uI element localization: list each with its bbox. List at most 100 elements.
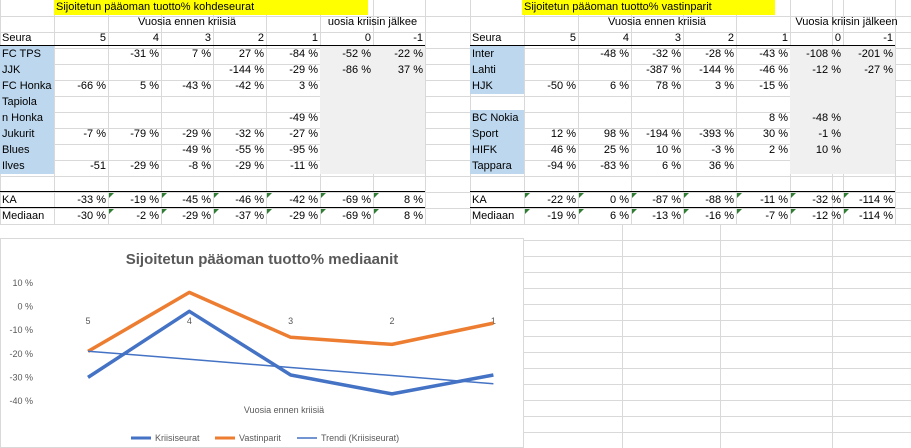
right-value-cell[interactable]: -201 % — [858, 48, 893, 60]
left-value-cell[interactable]: -32 % — [235, 128, 264, 140]
left-value-cell[interactable]: -29 % — [235, 160, 264, 172]
left-header-year[interactable]: -1 — [413, 32, 423, 44]
right-value-cell[interactable]: -108 % — [806, 48, 841, 60]
left-header-year[interactable]: 0 — [364, 32, 371, 44]
left-value-cell[interactable] — [54, 110, 108, 126]
right-ka-label[interactable]: KA — [472, 194, 487, 206]
left-median-value[interactable]: -29 % — [182, 210, 211, 222]
right-value-cell[interactable] — [524, 62, 578, 78]
right-value-cell[interactable]: -1 % — [818, 128, 841, 140]
right-value-cell[interactable] — [843, 158, 895, 174]
right-value-cell[interactable]: -12 % — [812, 64, 841, 76]
right-value-cell[interactable] — [631, 110, 683, 126]
right-value-cell[interactable]: 6 % — [662, 160, 681, 172]
left-value-cell[interactable] — [373, 142, 425, 158]
right-value-cell[interactable]: -32 % — [652, 48, 681, 60]
right-value-cell[interactable] — [683, 94, 736, 110]
left-value-cell[interactable] — [373, 110, 425, 126]
left-ka-value[interactable]: -33 % — [77, 194, 106, 206]
right-median-value[interactable]: -114 % — [858, 210, 893, 222]
left-value-cell[interactable] — [320, 126, 373, 142]
left-value-cell[interactable] — [108, 110, 161, 126]
left-value-cell[interactable]: 5 % — [140, 80, 159, 92]
left-ka-value[interactable]: 8 % — [404, 194, 423, 206]
left-median-value[interactable]: -30 % — [77, 210, 106, 222]
right-value-cell[interactable]: 25 % — [603, 144, 629, 156]
left-club-name[interactable]: FC TPS — [0, 46, 54, 62]
left-value-cell[interactable]: -29 % — [130, 160, 159, 172]
left-median-value[interactable]: -37 % — [235, 210, 264, 222]
left-header-year[interactable]: 1 — [311, 32, 318, 44]
left-value-cell[interactable] — [373, 94, 425, 110]
left-value-cell[interactable] — [108, 142, 161, 158]
right-value-cell[interactable]: -15 % — [759, 80, 788, 92]
left-value-cell[interactable]: 3 % — [299, 80, 318, 92]
left-value-cell[interactable]: 7 % — [192, 48, 211, 60]
right-ka-value[interactable]: -22 % — [547, 194, 576, 206]
left-value-cell[interactable] — [266, 94, 320, 110]
right-value-cell[interactable] — [843, 110, 895, 126]
right-value-cell[interactable] — [736, 158, 790, 174]
right-value-cell[interactable]: -48 % — [812, 112, 841, 124]
right-value-cell[interactable] — [524, 94, 578, 110]
left-median-label[interactable]: Mediaan — [2, 210, 45, 222]
right-value-cell[interactable]: 46 % — [550, 144, 576, 156]
left-header-club[interactable]: Seura — [2, 32, 32, 44]
left-value-cell[interactable]: -55 % — [235, 144, 264, 156]
right-value-cell[interactable]: -50 % — [547, 80, 576, 92]
right-value-cell[interactable] — [790, 94, 843, 110]
right-club-name[interactable]: HJK — [470, 78, 524, 94]
right-value-cell[interactable]: -387 % — [646, 64, 681, 76]
right-value-cell[interactable] — [736, 94, 790, 110]
right-value-cell[interactable]: 3 % — [715, 80, 734, 92]
right-median-value[interactable]: -19 % — [547, 210, 576, 222]
right-club-name[interactable]: BC Nokia — [470, 110, 524, 126]
left-ka-value[interactable]: -69 % — [342, 194, 371, 206]
left-value-cell[interactable] — [54, 46, 108, 62]
left-value-cell[interactable]: -8 % — [188, 160, 211, 172]
right-ka-value[interactable]: -114 % — [858, 194, 893, 206]
right-median-value[interactable]: 6 % — [610, 210, 629, 222]
left-value-cell[interactable]: -49 % — [289, 112, 318, 124]
left-value-cell[interactable]: 27 % — [238, 48, 264, 60]
left-value-cell[interactable] — [320, 78, 373, 94]
left-value-cell[interactable]: -79 % — [130, 128, 159, 140]
left-header-year[interactable]: 4 — [152, 32, 159, 44]
left-value-cell[interactable]: -42 % — [235, 80, 264, 92]
left-median-value[interactable]: -29 % — [289, 210, 318, 222]
right-header-year[interactable]: 0 — [834, 32, 841, 44]
left-before-crisis-label[interactable]: Vuosia ennen kriisiä — [137, 16, 237, 28]
right-club-name[interactable]: Inter — [470, 46, 524, 62]
right-value-cell[interactable] — [524, 46, 578, 62]
right-value-cell[interactable]: -28 % — [705, 48, 734, 60]
left-value-cell[interactable]: -51 — [90, 160, 106, 172]
right-value-cell[interactable]: -393 % — [699, 128, 734, 140]
right-value-cell[interactable]: 8 % — [769, 112, 788, 124]
right-header-year[interactable]: 3 — [674, 32, 681, 44]
right-value-cell[interactable]: -144 % — [699, 64, 734, 76]
left-ka-value[interactable]: -45 % — [182, 194, 211, 206]
right-ka-value[interactable]: 0 % — [610, 194, 629, 206]
right-value-cell[interactable] — [578, 94, 631, 110]
left-club-name[interactable]: Ilves — [0, 158, 54, 174]
left-value-cell[interactable] — [373, 78, 425, 94]
right-value-cell[interactable] — [578, 110, 631, 126]
right-value-cell[interactable] — [578, 62, 631, 78]
left-value-cell[interactable]: -43 % — [182, 80, 211, 92]
right-value-cell[interactable]: -43 % — [759, 48, 788, 60]
left-value-cell[interactable] — [108, 62, 161, 78]
left-value-cell[interactable]: -66 % — [77, 80, 106, 92]
right-ka-value[interactable]: -32 % — [812, 194, 841, 206]
right-value-cell[interactable]: 30 % — [762, 128, 788, 140]
right-value-cell[interactable]: 78 % — [655, 80, 681, 92]
left-value-cell[interactable]: -84 % — [289, 48, 318, 60]
left-value-cell[interactable] — [213, 94, 266, 110]
right-value-cell[interactable]: -194 % — [646, 128, 681, 140]
left-value-cell[interactable] — [108, 94, 161, 110]
right-value-cell[interactable] — [790, 158, 843, 174]
left-value-cell[interactable]: -7 % — [83, 128, 106, 140]
left-value-cell[interactable]: -29 % — [182, 128, 211, 140]
left-value-cell[interactable] — [161, 62, 213, 78]
left-value-cell[interactable] — [161, 94, 213, 110]
left-value-cell[interactable]: -31 % — [130, 48, 159, 60]
